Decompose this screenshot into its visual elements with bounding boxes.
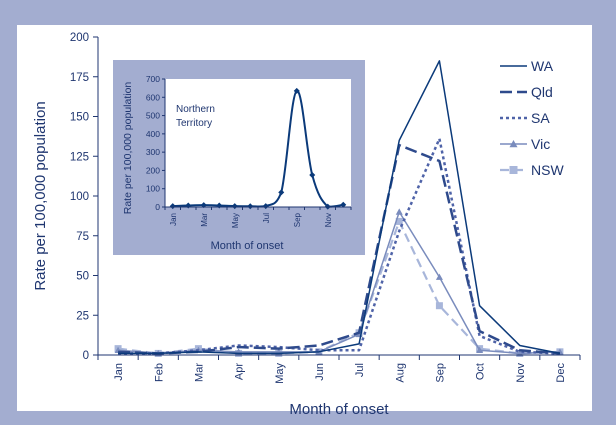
x-tick-label: Apr [234, 363, 246, 380]
inset-x-axis-label: Month of onset [211, 240, 284, 252]
inset-y-tick-label: 200 [146, 165, 160, 175]
y-tick-label: 200 [70, 32, 89, 44]
inset-y-tick-label: 500 [146, 111, 160, 121]
main-y-ticks: 0 25 50 75 100 125 150 175 200 [70, 32, 98, 362]
series-line-sa [118, 137, 560, 355]
inset-annotation-line-2: Territory [176, 118, 212, 129]
x-tick-label: Dec [555, 363, 567, 383]
inset-x-tick-label: Jan [169, 213, 178, 226]
inset-data-point [231, 203, 238, 210]
inset-x-tick-label: Sep [293, 212, 302, 227]
inset-data-point [278, 189, 285, 196]
main-series [114, 60, 564, 357]
legend-marker-nsw [509, 166, 518, 174]
inset-x-tick-label: May [231, 213, 240, 228]
main-x-axis-label: Month of onset [289, 401, 389, 418]
x-tick-label: Jul [354, 363, 366, 377]
data-point-nsw [395, 217, 403, 225]
y-tick-label: 125 [70, 151, 89, 163]
y-tick-label: 150 [70, 112, 89, 124]
inset-x-ticks: Jan Mar May Jul Sep Nov [164, 207, 352, 228]
inset-y-tick-label: 100 [146, 184, 160, 194]
main-chart: 0 25 50 75 100 125 150 175 200 Jan Feb Mar Apr May Ju… [32, 32, 581, 418]
inset-data-point [169, 203, 176, 210]
y-tick-label: 75 [76, 231, 89, 243]
main-legend: WA Qld SA Vic NSW [500, 58, 564, 178]
inset-data-point [293, 87, 300, 94]
x-tick-label: Mar [193, 363, 205, 382]
legend-label-qld: Qld [531, 84, 553, 100]
legend-label-sa: SA [531, 110, 550, 126]
inset-y-tick-label: 700 [146, 74, 160, 84]
legend-label-wa: WA [531, 58, 554, 74]
series-line-nsw [117, 220, 560, 355]
data-point-nsw [435, 302, 443, 310]
main-y-axis-label: Rate per 100,000 population [32, 101, 49, 290]
y-tick-label: 100 [70, 191, 89, 203]
data-point-vic [395, 208, 403, 215]
x-tick-label: Feb [153, 363, 165, 382]
x-tick-label: Nov [515, 363, 527, 383]
inset-data-point [247, 203, 254, 210]
x-tick-label: Jan [113, 363, 125, 381]
main-x-ticks: Jan Feb Mar Apr May Jun Jul Aug Sep Oct Nov Dec [97, 355, 581, 384]
inset-y-tick-label: 400 [146, 129, 160, 139]
inset-y-ticks: 0 100 200 300 400 500 600 700 [146, 74, 165, 212]
x-tick-label: Sep [434, 363, 446, 383]
inset-y-tick-label: 600 [146, 92, 160, 102]
x-tick-label: Aug [394, 363, 406, 383]
inset-data-point [309, 172, 316, 178]
x-tick-label: Oct [475, 363, 487, 380]
inset-data-point [340, 201, 347, 208]
data-point-vic [435, 273, 443, 280]
legend-label-vic: Vic [531, 136, 550, 152]
inset-x-tick-label: Mar [200, 213, 209, 227]
inset-data-point [262, 203, 269, 210]
inset-y-tick-label: 0 [155, 202, 160, 212]
series-line-wa [118, 60, 561, 355]
y-tick-label: 175 [70, 72, 89, 84]
x-tick-label: Jun [314, 363, 326, 381]
inset-y-axis-label: Rate per 100,000 population [122, 82, 134, 215]
y-tick-label: 25 [76, 310, 89, 322]
inset-y-tick-label: 300 [146, 147, 160, 157]
inset-chart: 0 100 200 300 400 500 600 700 Jan Mar May Jul Sep No… [113, 60, 365, 255]
x-tick-label: May [274, 363, 286, 384]
y-tick-label: 50 [76, 271, 89, 283]
y-tick-label: 0 [83, 350, 89, 362]
inset-annotation-line-1: Northern [176, 104, 215, 115]
data-point-vic [476, 346, 484, 354]
inset-x-tick-label: Jul [262, 213, 271, 223]
legend-label-nsw: NSW [531, 162, 564, 178]
inset-x-tick-label: Nov [324, 213, 333, 227]
inset-plot-area [165, 79, 351, 207]
legend-marker-vic [509, 140, 518, 148]
